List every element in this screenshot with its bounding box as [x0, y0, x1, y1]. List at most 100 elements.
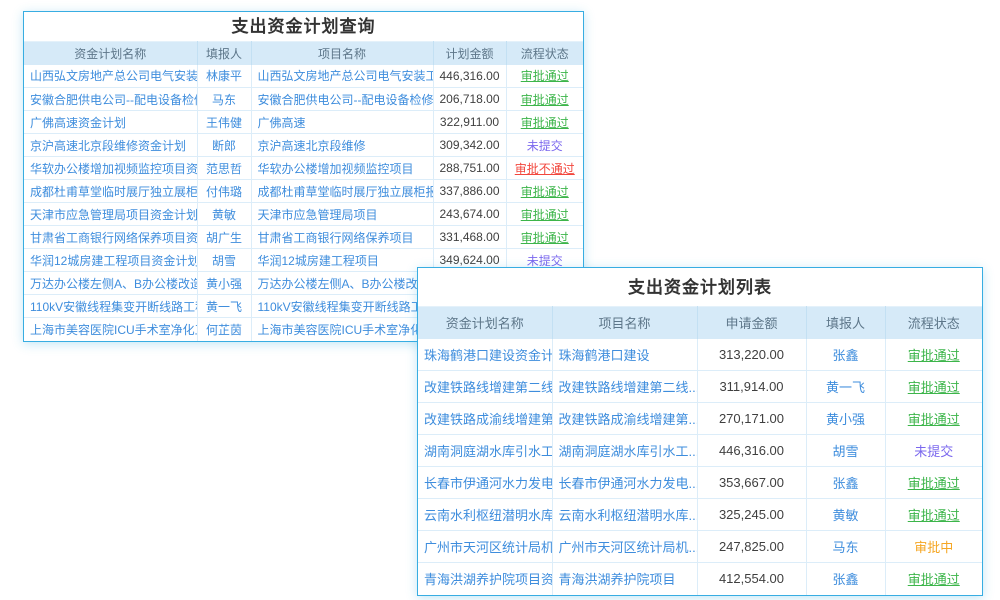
cell-reporter: 何芷茵 — [197, 317, 252, 341]
cell-reporter: 王伟健 — [197, 110, 252, 134]
cell-reporter: 黄小强 — [197, 271, 252, 295]
column-header: 申请金额 — [697, 306, 807, 339]
status-link[interactable]: 审批通过 — [885, 402, 982, 435]
cell-reporter: 黄小强 — [806, 402, 886, 435]
column-header: 流程状态 — [885, 306, 982, 339]
cell-project: 成都杜甫草堂临时展厅独立展柜报警 — [251, 179, 434, 203]
status-link[interactable]: 审批通过 — [506, 110, 583, 134]
cell-amount: 337,886.00 — [433, 179, 507, 203]
page-title: 支出资金计划查询 — [231, 17, 376, 36]
cell-reporter: 张鑫 — [806, 562, 886, 595]
table-header-row: 资金计划名称 项目名称 申请金额 填报人 流程状态 — [418, 306, 982, 339]
cell-amount: 288,751.00 — [433, 156, 507, 180]
cell-plan-name: 改建铁路成渝线增建第... — [418, 402, 553, 435]
status-link[interactable]: 审批中 — [885, 530, 982, 563]
status-link[interactable]: 未提交 — [506, 133, 583, 157]
status-link[interactable]: 审批通过 — [885, 370, 982, 403]
table-row[interactable]: 广州市天河区统计局机... 广州市天河区统计局机... 247,825.00 马东 审批… — [418, 530, 982, 563]
cell-project: 青海洪湖养护院项目 — [552, 562, 698, 595]
cell-plan-name: 云南水利枢纽潜明水库... — [418, 498, 553, 531]
cell-project: 110kV安徽线程集变开断线路工程 — [251, 294, 434, 318]
cell-reporter: 林康平 — [197, 64, 252, 88]
status-link[interactable]: 审批通过 — [885, 338, 982, 371]
cell-reporter: 胡广生 — [197, 225, 252, 249]
table-row[interactable]: 广佛高速资金计划 王伟健 广佛高速 322,911.00 审批通过 — [24, 110, 583, 134]
status-link[interactable]: 未提交 — [506, 248, 583, 272]
cell-project: 上海市美容医院ICU手术室净化工程 — [251, 317, 434, 341]
cell-reporter: 张鑫 — [806, 466, 886, 499]
table-row[interactable]: 甘肃省工商银行网络保养项目资金计划胡广生甘肃省工商银行网络保养项目331,468… — [24, 225, 583, 249]
cell-plan-name: 改建铁路线增建第二线... — [418, 370, 553, 403]
query-window: 支出资金计划查询 资金计划名称 填报人 项目名称 计划金额 流程状态 山西弘文房地产总公… — [23, 11, 584, 342]
table-row[interactable]: 改建铁路线增建第二线... 改建铁路线增建第二线... 311,914.00 黄一飞审… — [418, 370, 982, 403]
status-link[interactable]: 审批通过 — [506, 225, 583, 249]
cell-reporter: 断郎 — [197, 133, 252, 157]
cell-project: 长春市伊通河水力发电... — [552, 466, 698, 499]
cell-reporter: 马东 — [197, 87, 252, 111]
cell-plan-name: 成都杜甫草堂临时展厅独立展柜报警设 — [24, 179, 198, 203]
table-row[interactable]: 天津市应急管理局项目资金计划 黄敏 天津市应急管理局项目 243,674.00 审批通过 — [24, 202, 583, 226]
status-link[interactable]: 审批通过 — [907, 572, 960, 588]
column-header: 资金计划名称 — [24, 41, 198, 65]
status-link[interactable]: 审批通过 — [506, 202, 583, 226]
cell-plan-name: 天津市应急管理局项目资金计划 — [24, 202, 198, 226]
cell-project: 华软办公楼增加视频监控项目 — [251, 156, 434, 180]
status-link[interactable]: 审批通过 — [506, 87, 583, 111]
cell-amount: 311,914.00 — [697, 370, 807, 403]
status-link[interactable]: 审批不通过 — [506, 156, 583, 180]
cell-project: 京沪高速北京段维修 — [251, 133, 434, 157]
table-row[interactable]: 山西弘文房地产总公司电气安装工程资林康平山西弘文房地产总公司电气安装工程446,… — [24, 64, 583, 88]
cell-plan-name: 广州市天河区统计局机... — [418, 530, 553, 563]
table-row[interactable]: 华软办公楼增加视频监控项目资金计划范思哲华软办公楼增加视频监控项目288,751… — [24, 156, 583, 180]
table-row[interactable]: 京沪高速北京段维修资金计划 断郎 京沪高速北京段维修 309,342.00 未提交 — [24, 133, 583, 157]
column-header: 计划金额 — [433, 41, 507, 65]
cell-reporter: 胡雪 — [806, 434, 886, 467]
cell-plan-name: 广佛高速资金计划 — [24, 110, 198, 134]
cell-reporter: 马东 — [806, 530, 886, 563]
table-row[interactable]: 成都杜甫草堂临时展厅独立展柜报警设付伟璐成都杜甫草堂临时展厅独立展柜报警337,… — [24, 179, 583, 203]
cell-project: 山西弘文房地产总公司电气安装工程 — [251, 64, 434, 88]
table-row[interactable]: 改建铁路成渝线增建第... 改建铁路成渝线增建第... 270,171.00 黄小强审… — [418, 402, 982, 435]
table-header-row: 资金计划名称 填报人 项目名称 计划金额 流程状态 — [24, 41, 583, 65]
cell-project: 广州市天河区统计局机... — [552, 530, 698, 563]
cell-project: 湖南洞庭湖水库引水工... — [552, 434, 698, 467]
cell-amount: 322,911.00 — [433, 110, 507, 134]
cell-project: 华润12城房建工程项目 — [251, 248, 434, 272]
cell-reporter: 付伟璐 — [197, 179, 252, 203]
table-row[interactable]: 湖南洞庭湖水库引水工... 湖南洞庭湖水库引水工... 446,316.00 胡雪 未提… — [418, 434, 982, 467]
cell-project: 改建铁路线增建第二线... — [552, 370, 698, 403]
cell-plan-name: 安徽合肥供电公司--配电设备检修维护 — [24, 87, 198, 111]
status-link[interactable]: 审批通过 — [885, 498, 982, 531]
column-header: 填报人 — [197, 41, 252, 65]
cell-reporter: 范思哲 — [197, 156, 252, 180]
status-link[interactable]: 审批通过 — [506, 64, 583, 88]
cell-reporter: 胡雪 — [197, 248, 252, 272]
column-header: 资金计划名称 — [418, 306, 553, 339]
table-row[interactable]: 青海洪湖养护院项目资... 青海洪湖养护院项目 412,554.00 张鑫 审批通过 — [418, 562, 982, 595]
status-link[interactable]: 审批通过 — [885, 466, 982, 499]
cell-plan-name: 上海市美容医院ICU手术室净化工程资 — [24, 317, 198, 341]
table-row[interactable]: 云南水利枢纽潜明水库... 云南水利枢纽潜明水库... 325,245.00 黄敏 审批… — [418, 498, 982, 531]
table-row[interactable]: 华润12城房建工程项目资金计划 胡雪 华润12城房建工程项目 349,624.00 未提… — [24, 248, 583, 272]
status-link[interactable]: 未提交 — [885, 434, 982, 467]
status-link[interactable]: 审批通过 — [506, 179, 583, 203]
column-header: 填报人 — [806, 306, 886, 339]
cell-amount: 446,316.00 — [433, 64, 507, 88]
cell-amount: 349,624.00 — [433, 248, 507, 272]
cell-plan-name: 甘肃省工商银行网络保养项目资金计划 — [24, 225, 198, 249]
cell-amount: 331,468.00 — [433, 225, 507, 249]
cell-plan-name: 华软办公楼增加视频监控项目资金计划 — [24, 156, 198, 180]
cell-reporter: 黄敏 — [806, 498, 886, 531]
cell-reporter: 黄敏 — [197, 202, 252, 226]
table-row[interactable]: 安徽合肥供电公司--配电设备检修维护马东安徽合肥供电公司--配电设备检修维护20… — [24, 87, 583, 111]
table-row[interactable]: 长春市伊通河水力发电... 长春市伊通河水力发电... 353,667.00 张鑫 审批… — [418, 466, 982, 499]
cell-amount: 270,171.00 — [697, 402, 807, 435]
cell-plan-name: 珠海鹤港口建设资金计划 — [418, 338, 553, 371]
cell-project: 安徽合肥供电公司--配电设备检修维护 — [251, 87, 434, 111]
cell-amount: 313,220.00 — [697, 338, 807, 371]
cell-reporter: 黄一飞 — [197, 294, 252, 318]
cell-plan-name: 长春市伊通河水力发电... — [418, 466, 553, 499]
column-header: 项目名称 — [552, 306, 698, 339]
